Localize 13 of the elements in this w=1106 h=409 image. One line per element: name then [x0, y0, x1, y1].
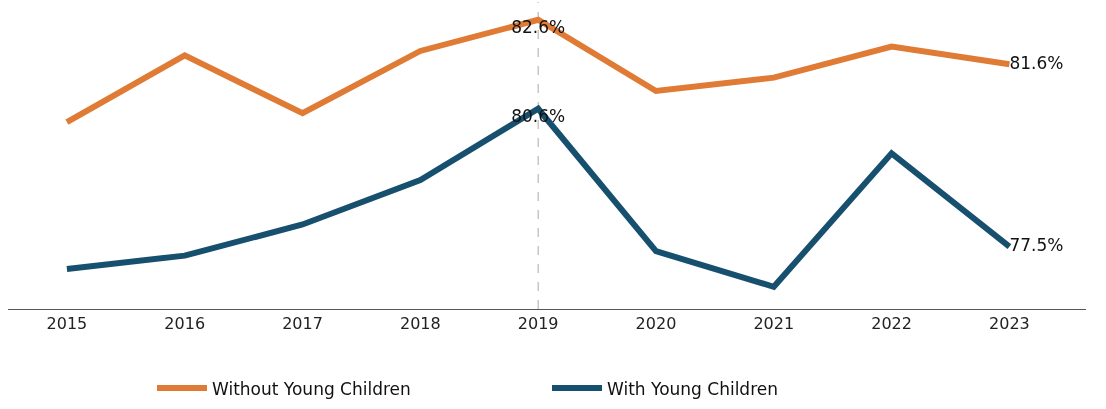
x-tick-label: 2021 — [753, 314, 795, 334]
x-tick-label: 2023 — [989, 314, 1030, 334]
x-tick-label: 2020 — [635, 314, 677, 334]
x-tick-label: 2022 — [871, 314, 912, 334]
x-tick-label: 2018 — [399, 314, 441, 334]
legend-label: Without Young Children — [212, 378, 411, 399]
data-label: 81.6% — [1009, 52, 1064, 73]
x-tick-label: 2015 — [46, 314, 88, 334]
x-tick-label: 2019 — [517, 314, 559, 334]
x-tick-label: 2016 — [164, 314, 206, 334]
legend-label: With Young Children — [607, 378, 779, 399]
x-tick-label: 2017 — [282, 314, 323, 334]
data-label: 77.5% — [1009, 234, 1064, 255]
